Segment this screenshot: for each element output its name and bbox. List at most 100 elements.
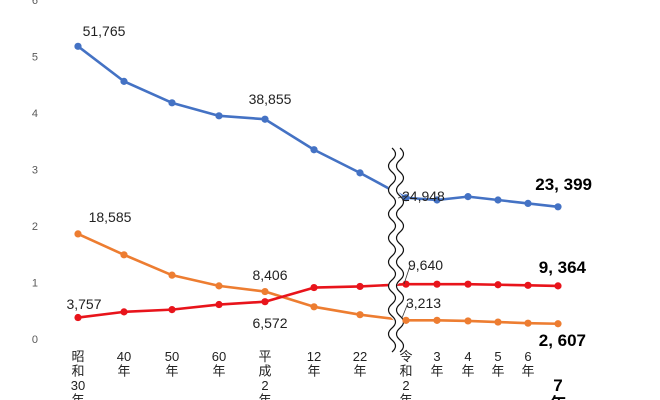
data-point — [433, 280, 441, 288]
x-tick-label: 年 — [430, 364, 443, 379]
y-tick-label: 2 — [32, 221, 38, 233]
x-tick-label: 令 — [399, 349, 412, 364]
data-point — [524, 199, 532, 207]
x-tick-label: 40 — [117, 349, 131, 364]
data-label: 3,757 — [66, 296, 101, 312]
x-tick-label: 年 — [399, 393, 412, 400]
data-point — [215, 300, 223, 309]
data-point — [356, 169, 364, 177]
x-tick-label: 年 — [521, 364, 534, 379]
leader-line — [401, 302, 409, 319]
x-tick-label: 2 — [261, 378, 268, 393]
data-point — [310, 283, 318, 292]
data-point — [120, 308, 128, 316]
series-line — [76, 282, 560, 319]
data-point — [168, 271, 176, 279]
data-point — [494, 318, 502, 326]
x-tick-label: 5 — [494, 349, 501, 364]
data-label: 3,213 — [406, 295, 441, 311]
data-label: 38,855 — [249, 91, 292, 107]
data-point — [120, 77, 128, 85]
data-point — [524, 319, 532, 327]
x-tick-label: 7 — [553, 376, 562, 395]
data-point — [215, 282, 223, 290]
data-point — [74, 42, 82, 50]
leader-line — [397, 195, 407, 199]
y-tick-label: 0 — [32, 334, 38, 346]
data-point — [261, 115, 269, 123]
data-point — [402, 316, 410, 324]
x-tick-label: 昭 — [71, 349, 84, 364]
data-point — [554, 320, 562, 328]
data-point — [310, 303, 318, 311]
data-point — [120, 251, 128, 259]
series-lines-layer — [76, 45, 560, 326]
data-point — [261, 298, 269, 306]
data-point — [356, 311, 364, 319]
x-tick-label: 22 — [353, 349, 367, 364]
x-tick-label: 年 — [212, 364, 225, 379]
data-point — [215, 112, 223, 120]
leader-line — [403, 265, 411, 285]
data-point — [554, 282, 562, 290]
data-label: 51,765 — [83, 23, 126, 39]
data-point — [402, 194, 410, 202]
data-point — [74, 313, 82, 322]
x-tick-label: 平 — [258, 349, 271, 364]
x-tick-label: 年 — [353, 364, 366, 379]
data-label: 24,948 — [402, 188, 445, 204]
data-label: 9,640 — [408, 257, 443, 273]
data-point — [433, 316, 441, 324]
axis-break-gap — [388, 144, 404, 356]
x-tick-label: 2 — [402, 378, 409, 393]
y-tick-label: 3 — [32, 165, 38, 177]
data-point — [464, 280, 472, 288]
data-point — [494, 196, 502, 204]
data-point — [261, 287, 269, 296]
axis-break-line — [387, 147, 397, 353]
x-tick-label: 6 — [524, 349, 531, 364]
x-tick-label: 年 — [307, 364, 320, 379]
data-point — [433, 196, 441, 204]
data-point — [464, 193, 472, 201]
data-point — [494, 281, 502, 289]
x-tick-label: 4 — [464, 349, 471, 364]
series-line — [76, 45, 560, 209]
data-label: 23, 399 — [535, 175, 592, 194]
data-labels-layer: 51,765 38,855 24,948 23, 399 18,585 8,406 3,21… — [66, 23, 592, 350]
axis-break-layer — [387, 144, 405, 356]
data-point — [74, 230, 82, 238]
data-point — [464, 317, 472, 325]
data-point — [402, 280, 410, 288]
x-tick-label: 30 — [71, 378, 85, 393]
data-label: 2, 607 — [539, 331, 586, 350]
y-tick-label: 5 — [32, 52, 38, 64]
data-label: 6,572 — [252, 315, 287, 331]
x-tick-label: 成 — [258, 364, 271, 379]
y-tick-label: 1 — [32, 278, 38, 290]
y-tick-label: 6 — [32, 0, 38, 7]
x-tick-label: 12 — [307, 349, 321, 364]
axes-layer: 0123456昭和30年40年50年60年平成2年12年22年令和2年3年4年5… — [32, 0, 567, 400]
data-point — [168, 306, 176, 314]
x-tick-label: 3 — [433, 349, 440, 364]
x-tick-label: 年 — [491, 364, 504, 379]
x-tick-label: 年 — [461, 364, 474, 379]
x-tick-label: 年 — [117, 364, 130, 379]
x-tick-label: 和 — [71, 364, 84, 379]
x-tick-label: 年 — [258, 393, 271, 400]
data-point — [310, 146, 318, 154]
x-tick-label: 年 — [165, 364, 178, 379]
data-point — [168, 99, 176, 107]
x-tick-label: 50 — [165, 349, 179, 364]
x-tick-label: 和 — [399, 364, 412, 379]
data-label: 9, 364 — [539, 258, 587, 277]
data-point — [356, 282, 364, 291]
y-tick-label: 4 — [32, 108, 38, 120]
x-tick-label: 60 — [212, 349, 226, 364]
data-label: 18,585 — [89, 209, 132, 225]
data-label: 8,406 — [252, 267, 287, 283]
x-tick-label: 年 — [550, 394, 567, 400]
